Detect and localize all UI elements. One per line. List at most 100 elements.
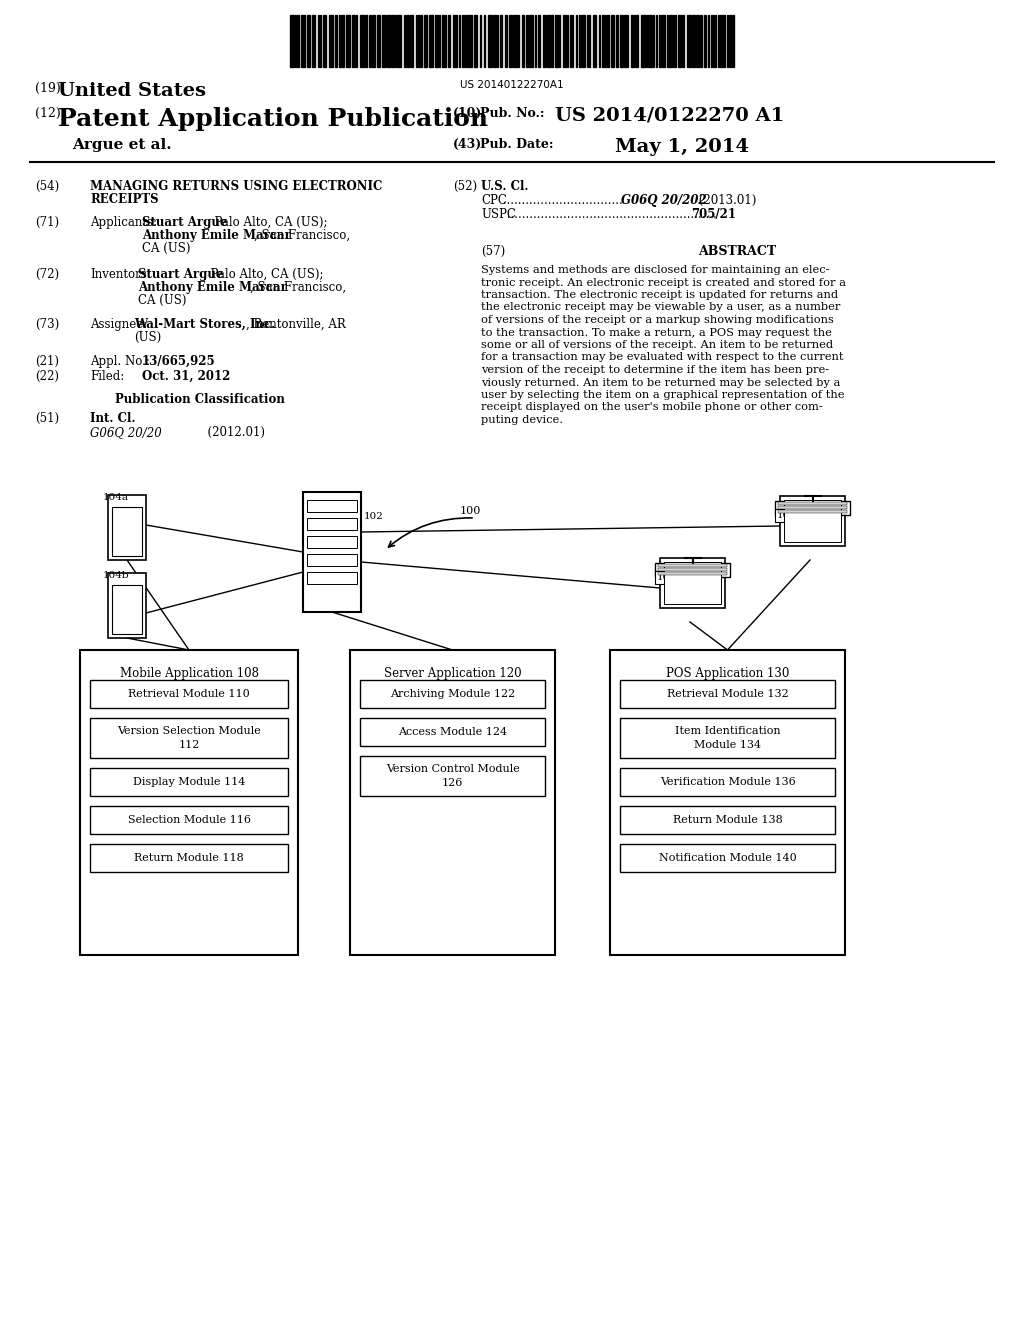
Text: (12): (12) xyxy=(35,107,60,120)
Bar xyxy=(778,502,847,506)
Text: 13/665,925: 13/665,925 xyxy=(142,355,216,368)
Bar xyxy=(723,15,725,67)
Bar xyxy=(307,15,310,67)
Bar xyxy=(682,15,684,67)
Text: Publication Classification: Publication Classification xyxy=(115,393,285,407)
Text: (US): (US) xyxy=(134,331,161,345)
Text: Access Module 124: Access Module 124 xyxy=(398,727,507,737)
Bar xyxy=(775,502,850,515)
Bar xyxy=(669,15,672,67)
Text: Appl. No.:: Appl. No.: xyxy=(90,355,150,368)
Text: U.S. Cl.: U.S. Cl. xyxy=(481,180,528,193)
Text: user by selecting the item on a graphical representation of the: user by selecting the item on a graphica… xyxy=(481,389,845,400)
Bar xyxy=(526,15,528,67)
Bar xyxy=(658,568,727,572)
Text: , San Francisco,: , San Francisco, xyxy=(250,281,346,294)
Bar xyxy=(360,718,545,746)
Bar xyxy=(620,768,835,796)
Bar xyxy=(616,15,618,67)
Bar xyxy=(307,536,357,548)
Text: Server Application 120: Server Application 120 xyxy=(384,667,521,680)
Text: (54): (54) xyxy=(35,180,59,193)
Bar xyxy=(696,15,699,67)
Bar xyxy=(307,500,357,512)
Bar xyxy=(339,15,341,67)
Text: Archiving Module 122: Archiving Module 122 xyxy=(390,689,515,700)
Text: Version Control Module: Version Control Module xyxy=(386,764,519,774)
Bar xyxy=(404,15,406,67)
Bar xyxy=(620,807,835,834)
Text: some or all of versions of the receipt. An item to be returned: some or all of versions of the receipt. … xyxy=(481,341,834,350)
Bar xyxy=(346,15,350,67)
Bar xyxy=(369,15,371,67)
Bar xyxy=(610,649,845,954)
Text: 104b: 104b xyxy=(103,572,130,579)
Text: G06Q 20/20: G06Q 20/20 xyxy=(90,426,162,440)
Text: Patent Application Publication: Patent Application Publication xyxy=(58,107,488,131)
Text: 100: 100 xyxy=(460,506,481,516)
Bar xyxy=(582,15,585,67)
Bar xyxy=(689,15,691,67)
Bar xyxy=(80,649,298,954)
Bar xyxy=(424,15,427,67)
Text: ........................................................: ........................................… xyxy=(503,209,721,220)
Text: (72): (72) xyxy=(35,268,59,281)
Text: Notification Module 140: Notification Module 140 xyxy=(658,853,797,863)
Bar xyxy=(435,15,438,67)
Text: RECEIPTS: RECEIPTS xyxy=(90,193,159,206)
Bar xyxy=(307,554,357,566)
Bar xyxy=(500,15,502,67)
Text: (51): (51) xyxy=(35,412,59,425)
Bar xyxy=(784,500,841,543)
Text: Module 134: Module 134 xyxy=(694,741,761,750)
Bar xyxy=(398,15,401,67)
Text: the electronic receipt may be viewable by a user, as a number: the electronic receipt may be viewable b… xyxy=(481,302,841,313)
Bar xyxy=(529,15,534,67)
Bar xyxy=(466,15,468,67)
Bar xyxy=(551,15,553,67)
Bar xyxy=(350,649,555,954)
Bar xyxy=(660,558,725,609)
Bar xyxy=(611,15,614,67)
Text: CPC: CPC xyxy=(481,194,507,207)
Bar xyxy=(620,718,835,758)
Bar xyxy=(488,15,490,67)
Bar xyxy=(297,15,299,67)
Bar xyxy=(659,15,662,67)
Text: Version Selection Module: Version Selection Module xyxy=(117,726,261,737)
Bar xyxy=(90,768,288,796)
Bar xyxy=(407,15,409,67)
Text: , Palo Alto, CA (US);: , Palo Alto, CA (US); xyxy=(207,216,328,228)
Bar xyxy=(307,572,357,583)
Text: of versions of the receipt or a markup showing modifications: of versions of the receipt or a markup s… xyxy=(481,315,834,325)
Text: Return Module 118: Return Module 118 xyxy=(134,853,244,863)
Text: Retrieval Module 132: Retrieval Module 132 xyxy=(667,689,788,700)
Bar xyxy=(90,807,288,834)
Text: Stuart Argue: Stuart Argue xyxy=(138,268,223,281)
Text: Retrieval Module 110: Retrieval Module 110 xyxy=(128,689,250,700)
Bar xyxy=(579,15,581,67)
Bar xyxy=(307,517,357,531)
Bar xyxy=(360,15,364,67)
Bar xyxy=(700,15,702,67)
Bar xyxy=(290,15,294,67)
Bar xyxy=(312,15,315,67)
Bar xyxy=(662,15,665,67)
Bar xyxy=(624,15,628,67)
Bar xyxy=(449,15,450,67)
Bar xyxy=(108,573,146,638)
Bar xyxy=(635,15,638,67)
Bar xyxy=(720,15,722,67)
Text: Return Module 138: Return Module 138 xyxy=(673,814,782,825)
Bar xyxy=(388,15,390,67)
Text: 102: 102 xyxy=(364,512,384,521)
Bar xyxy=(631,15,634,67)
Text: May 1, 2014: May 1, 2014 xyxy=(615,139,749,156)
Bar xyxy=(505,15,507,67)
Text: (73): (73) xyxy=(35,318,59,331)
Bar xyxy=(112,585,142,634)
Text: tronic receipt. An electronic receipt is created and stored for a: tronic receipt. An electronic receipt is… xyxy=(481,277,846,288)
Text: ................................: ................................ xyxy=(499,194,627,207)
Bar xyxy=(360,756,545,796)
Text: (19): (19) xyxy=(35,82,60,95)
